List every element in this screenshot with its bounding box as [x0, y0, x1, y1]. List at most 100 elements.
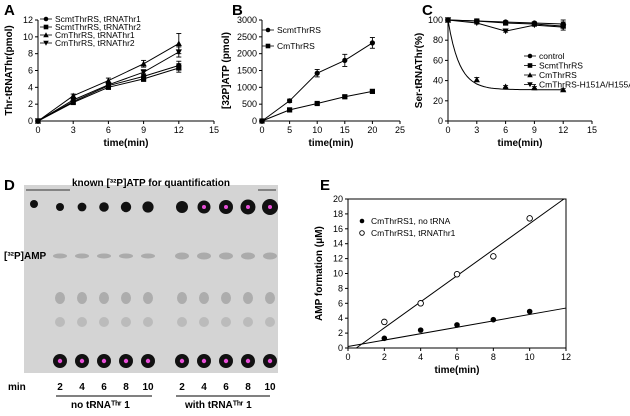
gel-lane-5: 10: [141, 201, 155, 393]
legend-label: CmThrRS, tRNAThr2: [55, 38, 135, 48]
data-point: [105, 77, 112, 84]
gel-group-left: no tRNAᵀʰʳ 1: [71, 400, 130, 411]
smear-band: [99, 317, 109, 327]
standard-spot: [176, 201, 188, 213]
gel-lane-9: 8: [240, 199, 256, 393]
gel-lane-10: 10: [262, 199, 278, 393]
x-tick-label: 15: [209, 125, 219, 135]
y-tick-label: 80: [433, 35, 443, 45]
x-axis-label: time(min): [435, 365, 480, 376]
smear-band: [121, 317, 131, 327]
series-0: CmThrRS1, no tRNA: [347, 216, 567, 348]
y-tick-label: 18: [333, 209, 343, 219]
y-tick-label: 1000: [237, 82, 257, 92]
data-point: [417, 300, 424, 307]
panel-letter-c: C: [422, 2, 433, 19]
amp-band: [241, 252, 255, 260]
data-point: [490, 316, 497, 323]
data-point: [342, 57, 348, 64]
x-axis-label: time(min): [498, 138, 543, 149]
lane-time-label: 2: [57, 382, 63, 393]
gel-lane-3: 6: [97, 202, 111, 393]
y-tick-label: 0: [338, 343, 343, 353]
data-point: [34, 118, 42, 125]
standard-spot-highlight: [268, 205, 272, 209]
x-tick-label: 0: [345, 352, 350, 362]
data-point: [503, 20, 509, 26]
gel-lanes: 2 4 6 8 10 2 4 6 8 10: [30, 199, 278, 393]
x-tick-label: 20: [367, 125, 377, 135]
standard-spot: [56, 203, 64, 211]
gel-lane-6: 2: [175, 201, 189, 393]
origin-spot-highlight: [245, 358, 251, 364]
data-point: [454, 322, 460, 328]
x-tick-label: 12: [558, 125, 568, 135]
x-tick-label: 12: [561, 352, 571, 362]
y-tick-label: 10: [23, 32, 33, 42]
origin-spot-highlight: [267, 358, 273, 364]
data-point: [175, 40, 182, 47]
data-point: [473, 76, 480, 83]
standard-spot-highlight: [246, 205, 250, 209]
smear-band: [143, 317, 153, 327]
data-point: [314, 100, 320, 107]
x-tick-label: 15: [587, 125, 597, 135]
smear-band: [121, 292, 131, 304]
lane-time-label: 8: [245, 382, 251, 393]
series-0: ScmtThrRS: [259, 25, 375, 124]
smear-band: [199, 292, 209, 304]
gel-lane-2: 4: [75, 202, 89, 393]
gel-lane-7: 4: [197, 200, 211, 393]
x-tick-label: 0: [445, 125, 450, 135]
smear-band: [265, 292, 275, 304]
x-tick-label: 5: [287, 125, 292, 135]
lane-time-label: 8: [123, 382, 129, 393]
y-axis-label: Ser-tRNAThr(%): [414, 33, 425, 108]
smear-band: [77, 292, 87, 304]
x-tick-label: 3: [71, 125, 76, 135]
data-point: [453, 270, 461, 278]
series-1: CmThrRS: [259, 41, 375, 124]
origin-spot-highlight: [57, 358, 63, 364]
y-tick-label: 0: [28, 116, 33, 126]
y-tick-label: 3000: [237, 15, 257, 25]
amp-band: [141, 253, 155, 259]
data-point: [502, 28, 509, 35]
x-tick-label: 15: [340, 125, 350, 135]
y-tick-label: 500: [242, 99, 257, 109]
x-tick-label: 8: [491, 352, 496, 362]
smear-band: [221, 317, 231, 327]
chart-e: 0 2 4 6 8 10 12 0 2 4 6 8 10 12 14 16 18 20 time(min) AMP f…: [314, 194, 571, 376]
chart-c: 0 3 6 9 12 15 0 20 40 60 80 100 time(min) Ser-tRNAThr…: [414, 15, 630, 149]
y-tick-label: 60: [433, 55, 443, 65]
y-tick-label: 100: [428, 15, 443, 25]
lane-time-label: 4: [79, 382, 85, 393]
x-tick-label: 10: [312, 125, 322, 135]
x-tick-label: 9: [532, 125, 537, 135]
data-point: [287, 98, 293, 104]
panel-letter-d: D: [4, 177, 15, 194]
y-axis-label: AMP formation (μM): [314, 226, 325, 321]
amp-band: [53, 253, 67, 259]
y-axis-label: [32P]ATP (pmol): [221, 32, 232, 109]
legend-label: CmThrRS-H151A/H155A: [539, 80, 630, 90]
y-tick-label: 14: [333, 239, 343, 249]
data-point: [141, 76, 147, 82]
legend-marker: [359, 218, 365, 224]
legend-label: CmThrRS: [539, 70, 577, 80]
amp-band: [197, 252, 211, 260]
x-tick-label: 3: [474, 125, 479, 135]
y-tick-label: 6: [28, 66, 33, 76]
data-point: [473, 20, 480, 27]
data-point: [287, 107, 293, 113]
data-point: [314, 70, 320, 76]
charts-layer: 0 3 6 9 12 15 0 2 4 6 8 10 12 time(min) Thr-tRNAThr(pm…: [4, 14, 630, 376]
origin-spot-highlight: [123, 358, 129, 364]
gel-panel: known [³²P]ATP for quantification [³²P]A…: [4, 178, 278, 411]
data-point: [140, 69, 147, 76]
series-1: CmThrRS1, tRNAThr1: [356, 198, 565, 349]
gel-lane-1: 2: [53, 203, 67, 393]
y-tick-label: 10: [333, 269, 343, 279]
smear-band: [221, 292, 231, 304]
